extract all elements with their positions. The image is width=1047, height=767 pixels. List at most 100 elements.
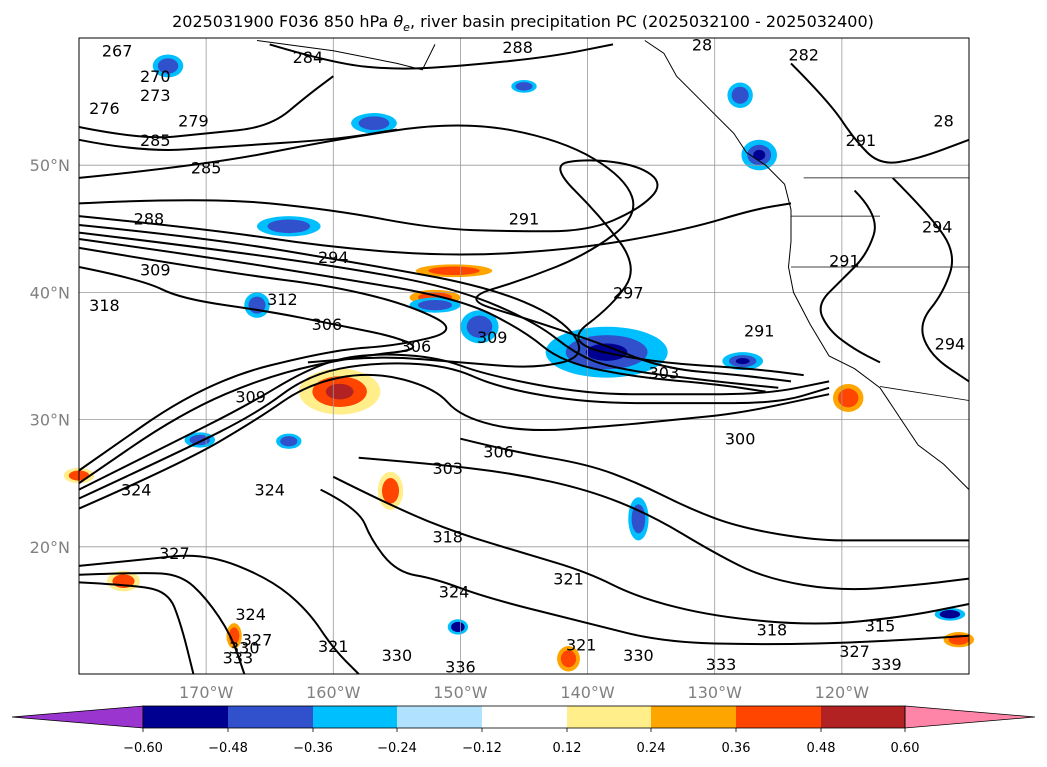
colorbar-extend-high: [904, 705, 1036, 729]
contour-label: 327: [159, 544, 190, 563]
contour-label: 312: [267, 290, 298, 309]
lon-tick-label: 120°W: [815, 683, 870, 702]
theta-e-contour: [78, 202, 792, 256]
contour-label: 294: [922, 217, 953, 236]
theta-e-contour: [78, 231, 779, 389]
longitude-tick-labels: 170°W 160°W 150°W 140°W 130°W 120°W: [179, 683, 869, 702]
colorbar-segment: [651, 706, 736, 728]
contour-label: 309: [235, 388, 266, 407]
theta-e-contour: [819, 189, 881, 364]
contour-label: 321: [318, 637, 349, 656]
contour-label: 306: [312, 315, 343, 334]
precip-blob: [837, 388, 859, 408]
west-coast-coastline: [644, 40, 970, 490]
contour-label: 306: [483, 442, 514, 461]
contour-label: 324: [235, 605, 266, 624]
contour-label: 284: [293, 48, 324, 67]
colorbar-frame: [142, 705, 906, 729]
lon-tick-label: 140°W: [560, 683, 615, 702]
contour-label: 285: [140, 131, 171, 150]
lon-tick-label: 150°W: [433, 683, 488, 702]
title-theta-sub: e: [403, 21, 410, 34]
alaska-coastline: [256, 40, 436, 71]
contour-label: 28: [933, 112, 953, 131]
theta-e-contour: [78, 353, 830, 491]
contour-label: 291: [846, 131, 877, 150]
colorbar-tick-label: 0.12: [553, 741, 582, 756]
precip-blob: [325, 383, 354, 400]
precip-blob: [280, 436, 298, 447]
contour-label: 288: [134, 210, 165, 229]
latitude-tick-labels: 20°N 30°N 40°N 50°N: [30, 156, 70, 557]
lat-tick-label: 20°N: [30, 538, 70, 557]
contour-label: 291: [829, 252, 860, 271]
lon-tick-label: 160°W: [306, 683, 361, 702]
precip-blob: [417, 300, 453, 311]
colorbar-segment: [482, 706, 567, 728]
contour-label: 324: [121, 481, 152, 500]
theta-e-contour: [78, 238, 766, 393]
precip-blob: [267, 219, 311, 234]
title-theta: θ: [393, 12, 403, 31]
contour-label: 339: [871, 655, 902, 674]
contour-label: 285: [191, 159, 222, 178]
contour-label: 324: [254, 481, 285, 500]
contour-label: 294: [935, 334, 966, 353]
contour-label: 330: [229, 638, 260, 657]
colorbar-tick-label: 0.36: [722, 741, 751, 756]
contour-label: 318: [432, 528, 463, 547]
coastline: [256, 40, 970, 490]
lon-tick-label: 130°W: [688, 683, 743, 702]
contour-label: 336: [445, 657, 476, 676]
gridlines: [79, 38, 969, 674]
theta-e-contour: [790, 62, 970, 164]
contour-label: 282: [788, 46, 819, 65]
contour-label: 288: [502, 38, 533, 57]
colorbar-segment: [397, 706, 482, 728]
theta-e-contour: [891, 177, 970, 383]
colorbar-tick-label: 0.60: [891, 741, 920, 756]
theta-e-contour: [460, 437, 969, 542]
contour-label: 318: [89, 296, 120, 315]
contour-label: 333: [706, 655, 737, 674]
contour-label: 291: [744, 322, 775, 341]
precip-blob: [753, 149, 766, 161]
theta-e-contours: [78, 43, 970, 675]
title-prefix: 2025031900 F036 850 hPa: [172, 12, 393, 31]
colorbar-segment: [228, 706, 313, 728]
colorbar-tick-label: 0.48: [807, 741, 836, 756]
contour-label: 333: [223, 648, 254, 667]
colorbar-extend-low: [11, 705, 144, 729]
precip-blob: [731, 86, 749, 104]
contour-label: 318: [757, 620, 788, 639]
precip-blob: [451, 621, 465, 633]
contour-label: 300: [725, 430, 756, 449]
title-suffix: , river basin precipitation PC (20250321…: [410, 12, 874, 31]
precip-blob: [189, 434, 211, 446]
contour-label: 309: [140, 261, 171, 280]
precip-blob: [735, 358, 750, 365]
lat-tick-label: 30°N: [30, 411, 70, 430]
theta-e-contour: [78, 246, 448, 472]
map-frame: [78, 37, 970, 675]
precip-blob: [381, 478, 400, 504]
precip-blob: [157, 58, 179, 74]
theta-e-contour: [78, 373, 830, 510]
lon-tick-label: 170°W: [179, 683, 234, 702]
precip-blob: [358, 116, 390, 131]
colorbar-segment: [143, 706, 228, 728]
theta-e-contour: [78, 362, 830, 500]
contour-label: 321: [553, 570, 584, 589]
theta-e-contour: [78, 159, 804, 377]
contour-label: 306: [401, 337, 432, 356]
precip-blob: [515, 82, 533, 91]
contour-label: 321: [566, 636, 597, 655]
contour-label: 270: [140, 67, 171, 86]
colorbar-tick-label: −0.36: [293, 741, 333, 756]
colorbar-segment: [736, 706, 821, 728]
colorbar-tick-label: −0.48: [208, 741, 248, 756]
contour-label: 273: [140, 86, 171, 105]
precip-blob: [560, 650, 577, 668]
